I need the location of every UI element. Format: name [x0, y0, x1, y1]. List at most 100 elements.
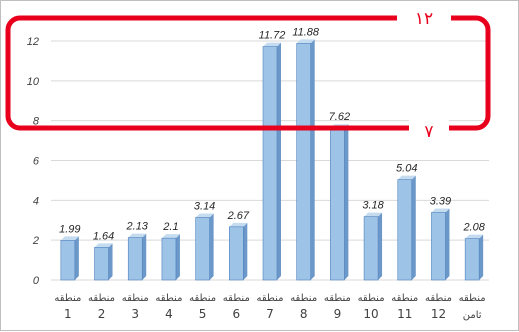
data-label: 11.88 — [292, 26, 320, 38]
y-tick-label: 10 — [27, 76, 40, 88]
x-category-number: 10 — [363, 307, 378, 321]
bar-front — [296, 43, 311, 281]
data-label: 3.18 — [362, 200, 384, 212]
y-tick-label: 0 — [33, 275, 40, 287]
x-category-label: منطقه — [54, 293, 81, 304]
bar — [195, 213, 214, 281]
x-axis-category-labels: منطقه 1 منطقه 2 منطقه 3 منطقه 4 منطقه 5 منطقه 6 منطق… — [54, 293, 485, 321]
data-label: 7.62 — [329, 111, 350, 123]
bar-side — [378, 212, 383, 280]
bar — [397, 175, 416, 281]
x-category-label: منطقه — [189, 293, 216, 304]
data-label: 2.1 — [162, 221, 178, 233]
bar-top — [128, 233, 147, 238]
bar — [161, 234, 180, 281]
bar-side — [445, 208, 450, 280]
bar-top — [296, 39, 315, 44]
data-label: 1.64 — [93, 230, 114, 242]
bar-top — [60, 236, 79, 241]
bar-front — [195, 217, 210, 281]
bar — [127, 233, 147, 281]
bar — [464, 234, 484, 281]
x-category-number: 11 — [397, 307, 412, 321]
bar-front — [127, 237, 143, 281]
data-label: 11.72 — [259, 30, 286, 42]
x-category-number: 2 — [98, 307, 106, 321]
bar-front — [161, 237, 177, 281]
x-category-label: منطقه — [122, 293, 149, 304]
bar-side — [411, 175, 416, 280]
x-category-label: منطقه — [223, 293, 250, 304]
data-label: 2.67 — [227, 210, 250, 222]
bar-front — [464, 238, 480, 281]
x-category-number: 4 — [165, 307, 173, 321]
bar-front — [363, 216, 379, 281]
y-tick-label: 12 — [27, 36, 39, 48]
bar-top — [465, 234, 484, 239]
x-category-number: 5 — [199, 307, 207, 321]
highlight-annotation: ۱۲ ۷ — [5, 9, 491, 142]
x-category-number: 7 — [266, 307, 274, 321]
x-category-label: منطقه — [391, 293, 418, 304]
x-category-number: 12 — [431, 307, 446, 321]
y-axis-tick-labels: 0 2 4 6 8 10 12 — [27, 36, 40, 287]
bars — [60, 39, 484, 281]
bar-side — [277, 42, 281, 281]
bar-top — [161, 234, 180, 239]
x-category-number: ثامن — [463, 310, 482, 321]
bar-side — [243, 222, 248, 280]
bar-side — [108, 243, 113, 280]
bar — [262, 42, 281, 281]
data-label: 2.08 — [462, 222, 485, 234]
x-category-number: 8 — [300, 307, 308, 321]
bar-front — [397, 179, 413, 281]
bar-side — [310, 39, 315, 280]
y-tick-label: 2 — [32, 235, 39, 247]
bar-side — [479, 234, 484, 280]
bar-top — [195, 213, 214, 218]
y-tick-label: 4 — [33, 195, 39, 207]
bar-side — [344, 124, 349, 280]
bar — [60, 236, 79, 281]
data-label: 3.39 — [430, 195, 451, 207]
highlight-box-top-label: ۱۲ — [415, 9, 433, 29]
bottom-label-mask — [409, 120, 449, 136]
bar-front — [431, 212, 446, 281]
data-label: 2.13 — [126, 221, 149, 233]
data-label: 1.99 — [59, 223, 80, 235]
y-tick-label: 8 — [33, 116, 40, 128]
bar — [330, 124, 349, 281]
bar-side — [175, 234, 180, 280]
x-category-label: منطقه — [290, 293, 317, 304]
x-category-number: 1 — [64, 307, 72, 321]
x-category-label: منطقه — [459, 293, 486, 304]
bar — [296, 39, 315, 281]
highlight-box — [5, 15, 491, 131]
bar — [431, 208, 450, 281]
x-category-label: منطقه — [358, 293, 385, 304]
x-category-label: منطقه — [88, 293, 115, 304]
bar-side — [209, 213, 214, 280]
bar-top — [263, 42, 281, 47]
x-category-label: منطقه — [257, 293, 284, 304]
bar-top — [229, 222, 248, 227]
data-label: 3.14 — [194, 200, 215, 212]
bar-top — [94, 243, 113, 248]
bar-front — [229, 226, 244, 281]
bar-side — [142, 233, 147, 280]
bar-front — [330, 127, 345, 281]
data-label: 5.04 — [396, 163, 417, 175]
x-category-label: منطقه — [324, 293, 351, 304]
top-label-mask — [397, 10, 451, 26]
bar-front — [262, 46, 278, 281]
bar-top — [397, 175, 416, 180]
bar — [94, 243, 113, 281]
bar-top — [364, 212, 383, 217]
data-labels: 1.99 1.64 2.13 2.1 3.14 2.67 11.72 11.88 7.62 3.1… — [59, 26, 486, 242]
highlight-box-bottom-label: ۷ — [424, 122, 433, 142]
bar-front — [94, 247, 109, 281]
bar-top — [431, 208, 450, 213]
bar — [363, 212, 383, 281]
